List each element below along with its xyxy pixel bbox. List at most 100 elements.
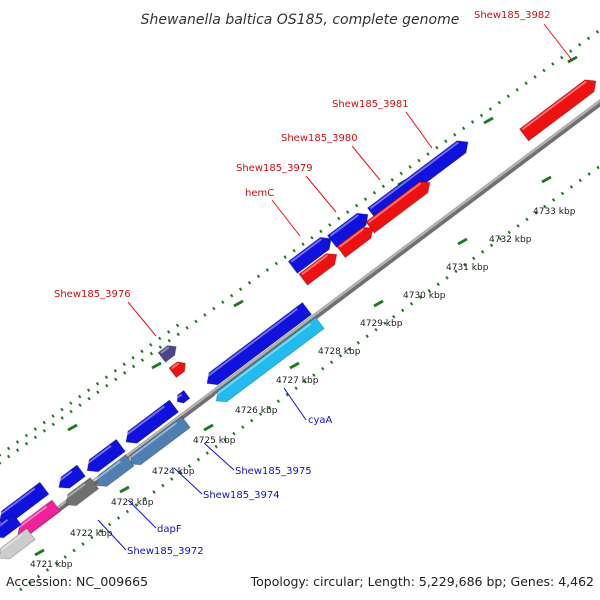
gene-features xyxy=(0,75,600,563)
accession-text: Accession: NC_009665 xyxy=(6,574,148,589)
forward-gene-labels: Shew185_3982 Shew185_3981 Shew185_3980 S… xyxy=(54,10,551,300)
gene-arrow-dapF-a[interactable] xyxy=(55,464,87,493)
gene-arrow-3982-shape xyxy=(518,79,597,142)
map-title: Shewanella baltica OS185, complete genom… xyxy=(141,12,460,28)
gene-arrow-cyaA-shine xyxy=(214,322,312,397)
gene-arrow-red-2[interactable] xyxy=(336,222,377,259)
gene-label[interactable]: Shew185_3972 xyxy=(127,546,204,557)
genome-info-text: Topology: circular; Length: 5,229,686 bp… xyxy=(250,574,594,589)
gene-arrow-3976-shine xyxy=(160,346,170,354)
tick-mark xyxy=(483,116,494,125)
tick-mark xyxy=(67,423,78,432)
gene-arrow-red-3-shine xyxy=(301,254,328,276)
gene-arrow-dapF-a-shine xyxy=(56,470,73,484)
leader-line xyxy=(271,199,301,237)
gene-arrow-small-shine xyxy=(176,393,183,399)
gene-arrow-hemC[interactable] xyxy=(168,358,189,379)
gene-arrow-3971a[interactable] xyxy=(0,512,22,542)
gene-arrow-3976[interactable] xyxy=(157,342,180,363)
gene-label[interactable]: Shew185_3975 xyxy=(235,466,312,477)
tick-labels: 4721 kbp 4722 kbp 4723 kbp 4724 kbp 4725… xyxy=(30,207,576,570)
gene-arrow-3977[interactable] xyxy=(203,301,313,389)
gene-label[interactable]: Shew185_3982 xyxy=(474,10,551,21)
tick-label: 4728 kbp xyxy=(318,347,361,357)
gene-arrow-dapF-a-shape xyxy=(58,464,87,489)
gene-arrow-red-2-shape xyxy=(336,226,374,259)
tick-label: 4721 kbp xyxy=(30,560,73,570)
gene-arrow-cyaA-shape xyxy=(215,316,325,403)
leader-line xyxy=(283,387,307,421)
gene-arrow-3971[interactable] xyxy=(0,527,36,563)
tick-label: 4725 kbp xyxy=(193,436,236,446)
tick-mark xyxy=(541,175,552,184)
leader-line xyxy=(173,467,203,495)
gene-label[interactable]: Shew185_3980 xyxy=(281,133,358,144)
tick-label: 4726 kbp xyxy=(235,406,278,416)
gene-arrow-red-2-shine xyxy=(339,227,365,248)
leader-line xyxy=(127,499,157,529)
gene-arrow-3973a-shine xyxy=(0,487,36,518)
gene-label[interactable]: Shew185_3974 xyxy=(203,490,280,501)
gene-arrow-dapF-shine xyxy=(63,483,86,501)
gene-label[interactable]: Shew185_3979 xyxy=(236,163,313,174)
gene-arrow-3974a-shape xyxy=(86,438,126,473)
tick-mark xyxy=(289,361,300,370)
gene-arrow-3971-shape xyxy=(0,527,36,560)
leader-line xyxy=(543,23,573,61)
gene-label[interactable]: Shew185_3981 xyxy=(332,99,409,110)
leader-line xyxy=(351,145,381,181)
gene-arrow-3975[interactable] xyxy=(126,415,191,469)
tick-mark xyxy=(457,237,468,246)
tick-mark xyxy=(34,548,45,557)
gene-arrow-cyaA[interactable] xyxy=(212,316,325,406)
gene-arrow-3980-shape xyxy=(326,212,369,249)
gene-arrow-3982[interactable] xyxy=(518,75,600,142)
gene-arrow-3977-shine xyxy=(204,308,298,379)
label-leader-lines xyxy=(97,23,573,551)
gene-arrow-3982-shine xyxy=(521,80,587,131)
gene-arrow-red-1-shine xyxy=(368,182,422,224)
gene-arrow-3975-shape xyxy=(129,415,191,466)
gene-arrow-dapF[interactable] xyxy=(61,476,100,511)
gene-arrow-red-3[interactable] xyxy=(298,249,341,286)
tick-rulers xyxy=(0,28,600,592)
gene-label[interactable]: hemC xyxy=(245,188,274,199)
gene-arrow-3974a[interactable] xyxy=(83,438,126,476)
tick-mark xyxy=(119,485,130,494)
gene-arrow-3974[interactable] xyxy=(92,454,135,491)
gene-arrow-3979-shape xyxy=(287,236,332,275)
tick-label: 4724 kbp xyxy=(152,467,195,477)
gene-arrow-3975a[interactable] xyxy=(122,399,180,448)
gene-arrow-3981-shine xyxy=(369,141,459,210)
gene-arrow-3979[interactable] xyxy=(287,233,335,275)
gene-label[interactable]: Shew185_3976 xyxy=(54,289,131,300)
gene-arrow-hemC-shape xyxy=(168,361,186,379)
gene-arrow-red-1-shape xyxy=(365,181,431,234)
tick-label: 4722 kbp xyxy=(70,529,113,539)
tick-mark xyxy=(567,55,578,64)
tick-label: 4733 kbp xyxy=(533,207,576,217)
gene-arrow-red-3-shape xyxy=(298,253,338,286)
gene-label[interactable]: dapF xyxy=(157,524,182,535)
gene-arrow-hemC-shine xyxy=(171,362,180,370)
tick-mark xyxy=(373,299,384,308)
leader-line xyxy=(97,519,127,551)
gene-arrow-3975a-shape xyxy=(125,399,180,444)
gene-arrow-3974-shape xyxy=(95,454,135,487)
gene-arrow-3980[interactable] xyxy=(326,208,373,249)
leader-line xyxy=(203,442,235,471)
leader-line xyxy=(405,111,433,149)
reverse-gene-labels: cyaA Shew185_3975 Shew185_3974 dapF Shew… xyxy=(127,415,333,557)
gene-label[interactable]: cyaA xyxy=(308,415,333,426)
gene-arrow-3971a-shape xyxy=(0,512,22,539)
gene-arrow-3977-shape xyxy=(206,301,313,386)
gene-arrow-small[interactable] xyxy=(174,389,191,405)
gene-arrow-dapF-shape xyxy=(64,476,100,507)
gene-arrow-small-shape xyxy=(176,389,191,404)
backbone-line xyxy=(0,99,600,557)
gene-arrow-3974a-shine xyxy=(84,444,112,466)
tick-mark xyxy=(203,423,214,432)
gene-arrow-red-1[interactable] xyxy=(365,177,434,234)
tick-label: 4731 kbp xyxy=(446,263,489,273)
